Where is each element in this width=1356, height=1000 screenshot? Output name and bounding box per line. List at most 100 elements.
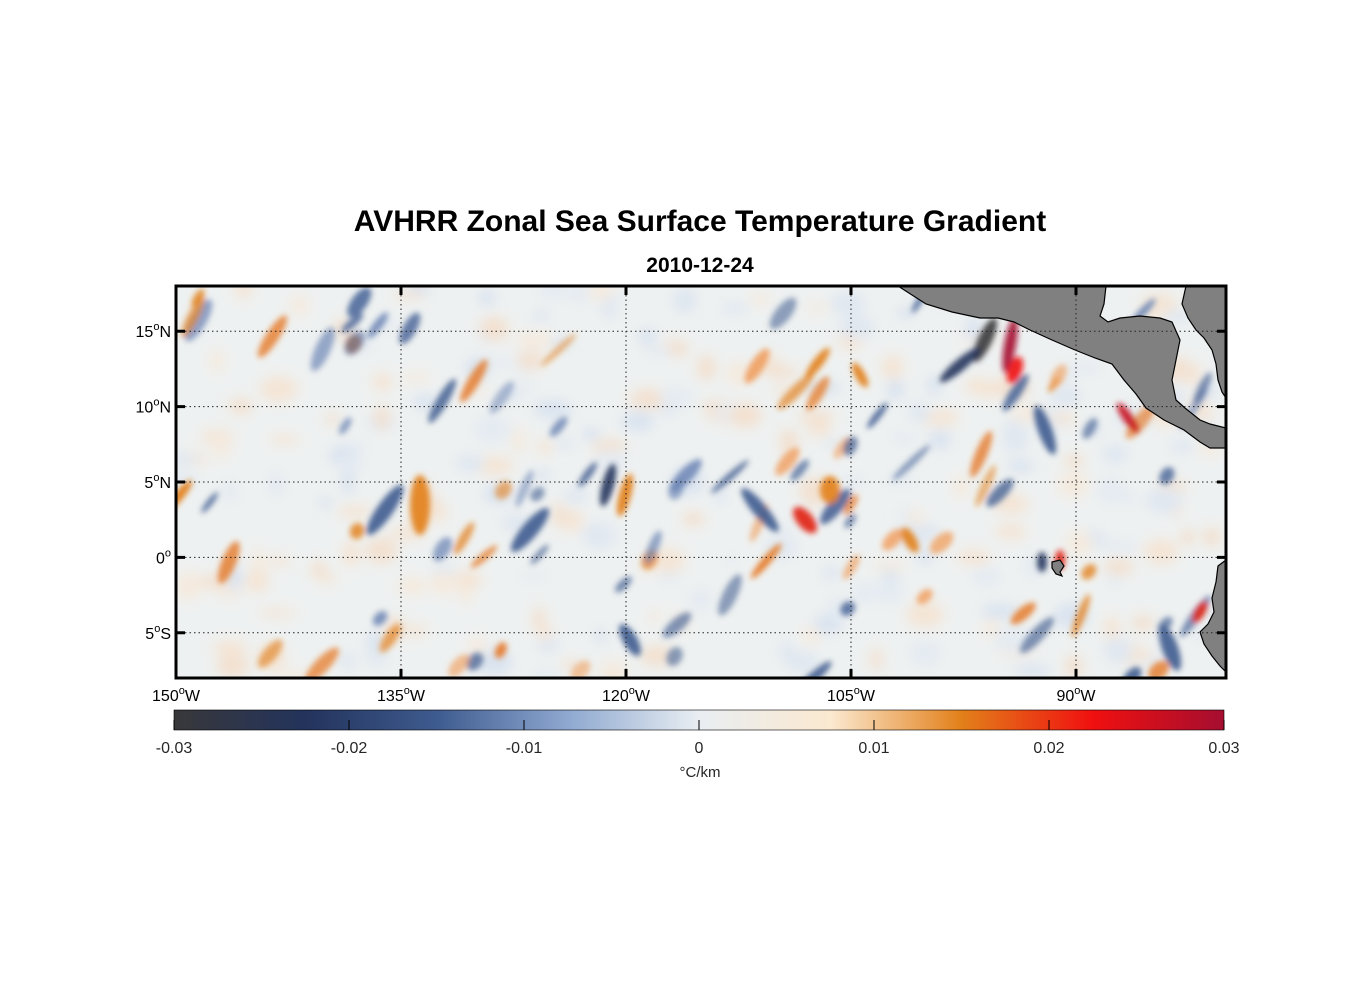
texture-feature [929,531,954,554]
texture-blob [177,570,200,598]
texture-blob [696,354,716,381]
texture-feature [975,465,996,507]
texture-blob [402,373,431,383]
texture-blob [317,497,333,509]
texture-feature [1010,602,1036,625]
lat-tick-label: 5oS [145,623,171,643]
texture-feature [495,481,512,500]
texture-blob [479,315,509,342]
texture-feature [466,652,484,671]
texture-blob [777,640,795,661]
texture-feature [432,537,453,562]
texture-feature [615,576,632,593]
texture-feature [1037,552,1047,572]
texture-blob [315,574,338,584]
texture-blob [258,608,297,618]
texture-feature [777,373,814,410]
texture-blob [599,660,628,678]
texture-blob [325,412,339,426]
texture-blob [905,601,944,628]
colorbar-tick-label: -0.01 [505,740,543,757]
texture-feature [820,488,851,525]
texture-blob [1187,363,1203,387]
texture-feature [599,463,617,507]
texture-blob [1162,310,1192,324]
texture-blob [1006,459,1035,473]
texture-blob [245,568,270,593]
texture-feature [744,348,770,384]
texture-blob [176,452,201,466]
texture-blob [251,548,266,572]
texture-blob [581,427,601,441]
texture-feature [794,661,832,678]
texture-blob [290,294,309,317]
texture-feature [1192,601,1208,623]
texture-feature [366,485,404,535]
texture-blob [365,632,385,650]
chart-title: AVHRR Zonal Sea Surface Temperature Grad… [353,205,1047,238]
texture-blob [979,382,1001,399]
texture-blob [272,671,311,678]
texture-blob [1001,425,1029,453]
texture-feature [1050,364,1067,388]
texture-blob [478,288,497,307]
texture-blob [1064,654,1083,678]
texture-blob [872,561,908,571]
texture-blob [472,415,511,444]
chart-subtitle: 2010-12-24 [646,254,754,277]
texture-blob [471,386,489,395]
texture-feature [530,487,545,502]
texture-feature [344,330,365,356]
texture-feature [347,287,372,318]
texture-feature [1116,402,1140,434]
texture-feature [1148,660,1170,678]
texture-blob [1144,538,1178,565]
texture-feature [530,544,549,565]
texture-blob [1140,292,1178,316]
texture-blob [965,316,982,342]
texture-blob [619,412,655,431]
texture-blob [220,480,240,502]
texture-blob [681,511,706,527]
texture-blob [515,331,554,349]
texture-feature [806,376,830,411]
texture-blob [1202,527,1221,547]
lon-tick-label: 120oW [602,685,651,705]
texture-blob [517,350,544,371]
texture-feature [718,574,742,616]
texture-feature [549,416,568,437]
texture-blob [829,291,866,316]
texture-blob [653,548,686,573]
colorbar-tick-label: 0.03 [1208,740,1240,757]
tick-marks [174,286,1226,678]
texture-feature [372,611,388,626]
texture-blob [639,645,676,667]
texture-blob [533,399,573,419]
colorbar-tick-label: 0.02 [1033,740,1065,757]
texture-feature [540,333,577,367]
texture-feature [1158,625,1182,671]
texture-feature [882,529,903,551]
texture-blob [365,537,398,564]
texture-feature [616,473,634,517]
texture-blob [228,398,254,415]
texture-feature [494,642,507,659]
texture-blob [396,576,428,595]
texture-blob [802,627,820,645]
texture-blob [532,669,560,678]
texture-blob [851,582,878,605]
texture-blob [886,379,905,401]
lon-tick-label: 135oW [377,685,426,705]
texture-blob [658,569,680,584]
texture-blob [593,450,628,470]
texture-blob [1103,558,1135,576]
texture-feature [867,402,888,429]
texture-feature [986,478,1014,507]
texture-blob [881,354,904,380]
texture-blob [1102,540,1140,553]
texture-blob [670,294,689,304]
texture-blob [468,636,487,657]
texture-feature [645,530,662,564]
texture-blob [823,438,842,448]
